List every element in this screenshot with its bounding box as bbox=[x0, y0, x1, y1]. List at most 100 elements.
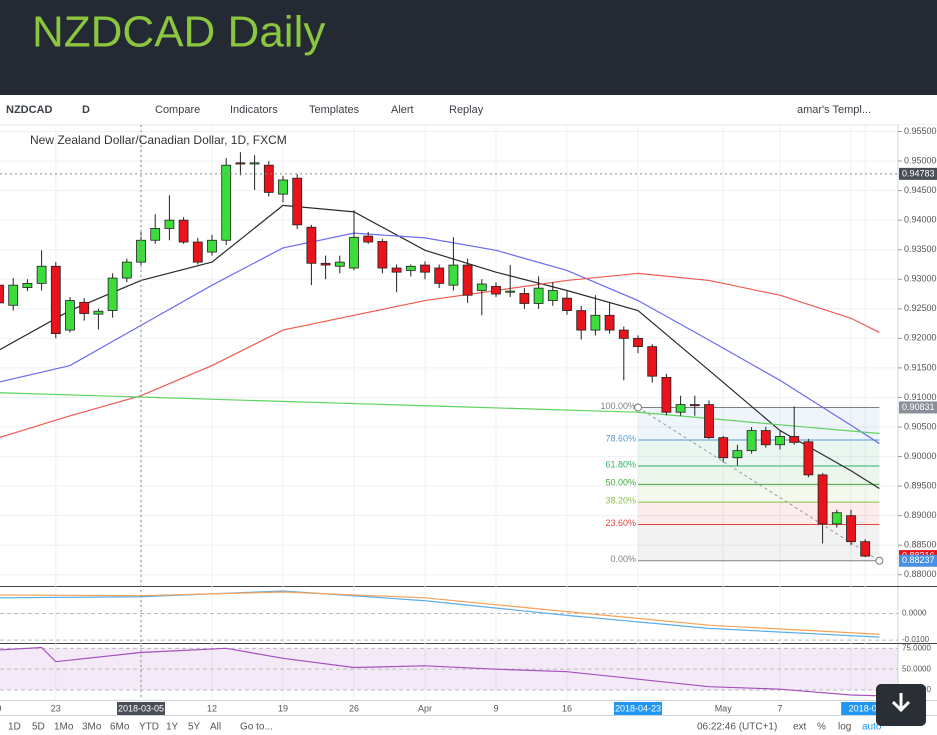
legend-title: New Zealand Dollar/Canadian Dollar, 1D, … bbox=[30, 133, 287, 147]
toolbar-button[interactable]: Replay bbox=[449, 104, 484, 116]
scale-option[interactable]: ext bbox=[793, 722, 807, 733]
fib-label: 38.20% bbox=[605, 495, 636, 505]
range-button[interactable]: YTD bbox=[139, 722, 159, 733]
indicator-line bbox=[0, 232, 880, 445]
candle-body bbox=[618, 329, 629, 339]
candle-body bbox=[803, 441, 814, 476]
x-tick-label: 19 bbox=[278, 703, 288, 713]
candle-body bbox=[420, 264, 430, 273]
anchor-point bbox=[875, 556, 884, 565]
range-button[interactable]: 5D bbox=[32, 722, 45, 733]
x-tick-label: 2018-03-05 bbox=[118, 703, 164, 713]
candle-body bbox=[221, 164, 232, 241]
toolbar-button[interactable]: Compare bbox=[155, 104, 200, 116]
toolbar-button[interactable]: Alert bbox=[391, 104, 414, 116]
candle-body bbox=[590, 314, 601, 331]
toolbar-button[interactable]: Templates bbox=[309, 104, 360, 116]
range-button[interactable]: 6Mo bbox=[110, 722, 130, 733]
candle-body bbox=[93, 310, 104, 315]
candle-body bbox=[65, 300, 75, 331]
x-tick-label: 2018-04-23 bbox=[615, 703, 661, 713]
y-tick-label: 0.89500 bbox=[904, 480, 937, 490]
range-button[interactable]: 1Mo bbox=[54, 722, 74, 733]
candle-body bbox=[292, 177, 303, 226]
candle-body bbox=[150, 228, 161, 241]
range-button[interactable]: 5Y bbox=[188, 722, 201, 733]
x-label-highlight bbox=[117, 702, 165, 715]
candle-body bbox=[718, 437, 729, 459]
candle-body bbox=[107, 277, 118, 311]
price-tag bbox=[899, 167, 937, 180]
interval[interactable]: D bbox=[82, 104, 90, 116]
y-tick-label: 0.92500 bbox=[904, 303, 937, 313]
price-tag-label: 0.94783 bbox=[902, 168, 935, 178]
candle-body bbox=[192, 241, 203, 263]
fib-zone bbox=[638, 484, 880, 503]
candle-body bbox=[36, 265, 47, 284]
page-title: NZDCAD Daily bbox=[32, 8, 325, 57]
y-tick-label: -0.0100 bbox=[902, 635, 930, 644]
indicator-line bbox=[0, 204, 880, 489]
x-tick-label: 26 bbox=[349, 703, 359, 713]
candle-body bbox=[746, 430, 757, 452]
x-tick-label: 9 bbox=[493, 703, 498, 713]
candle-body bbox=[462, 264, 473, 296]
candle-body bbox=[846, 515, 856, 543]
scale-option[interactable]: auto bbox=[862, 722, 882, 733]
indicator-line bbox=[0, 392, 880, 435]
price-tag bbox=[899, 401, 937, 414]
indicator-line bbox=[0, 272, 880, 438]
candle-body bbox=[334, 261, 345, 267]
candle-body bbox=[831, 512, 842, 525]
candle-body bbox=[178, 219, 189, 243]
candle-body bbox=[533, 287, 544, 304]
range-button[interactable]: 1Y bbox=[166, 722, 179, 733]
y-tick-label: 0.91500 bbox=[904, 362, 937, 372]
candle-body bbox=[860, 541, 871, 557]
candle-body bbox=[519, 293, 530, 304]
range-button[interactable]: 1D bbox=[8, 722, 21, 733]
y-tick-label: 0.95000 bbox=[904, 155, 937, 165]
candle-body bbox=[505, 290, 516, 293]
y-tick-label: 0.89000 bbox=[904, 510, 937, 520]
range-button[interactable]: All bbox=[210, 722, 221, 733]
candle-body bbox=[79, 301, 90, 314]
candle-body bbox=[448, 264, 459, 286]
fib-label: 50.00% bbox=[605, 478, 636, 488]
indicator-line bbox=[0, 646, 880, 697]
x-tick-label: 16 bbox=[562, 703, 572, 713]
candle-body bbox=[207, 239, 217, 253]
candle-body bbox=[263, 164, 274, 193]
fib-zone bbox=[638, 524, 880, 561]
scale-option[interactable]: log bbox=[838, 722, 851, 733]
candle-body bbox=[50, 265, 61, 335]
y-tick-label: 0.88000 bbox=[904, 569, 937, 579]
y-tick-label: 0.94500 bbox=[904, 185, 937, 195]
scale-option[interactable]: % bbox=[817, 722, 826, 733]
fib-zone bbox=[638, 466, 880, 485]
down-arrow-icon bbox=[891, 693, 911, 713]
y-tick-label: 75.0000 bbox=[902, 643, 931, 652]
symbol[interactable]: NZDCAD bbox=[6, 104, 52, 116]
goto-button[interactable]: Go to... bbox=[240, 722, 273, 733]
toolbar-button[interactable]: Indicators bbox=[230, 104, 278, 116]
candle-body bbox=[405, 265, 416, 271]
y-tick-label: 0.93500 bbox=[904, 244, 937, 254]
y-tick-label: 0.92000 bbox=[904, 333, 937, 343]
template-menu[interactable]: amar's Templ... bbox=[797, 104, 871, 116]
candle-body bbox=[562, 297, 572, 311]
candle-body bbox=[661, 376, 672, 413]
candle-body bbox=[121, 261, 132, 279]
candle-body bbox=[491, 285, 501, 295]
candle-body bbox=[476, 283, 487, 291]
range-button[interactable]: 3Mo bbox=[82, 722, 102, 733]
candle-body bbox=[349, 236, 359, 269]
x-tick-label: 9 bbox=[0, 703, 2, 713]
candle-body bbox=[547, 290, 558, 301]
y-tick-label: 0.94000 bbox=[904, 215, 937, 225]
candle-body bbox=[434, 267, 445, 284]
x-tick-label: 23 bbox=[51, 703, 61, 713]
candle-body bbox=[604, 314, 615, 331]
candle-body bbox=[278, 179, 288, 195]
